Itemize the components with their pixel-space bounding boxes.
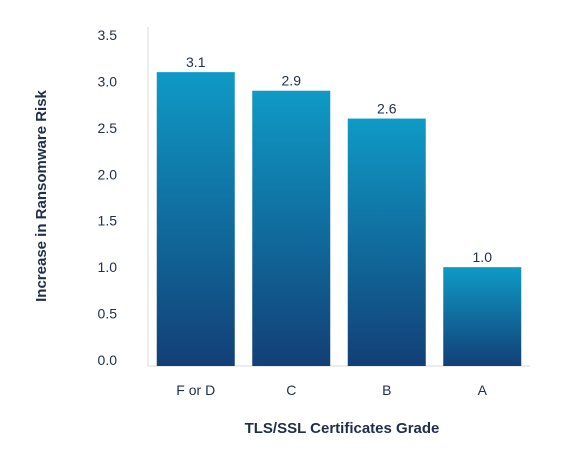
y-tick-label: 2.5 [98, 120, 118, 136]
bar-value-label: 1.0 [473, 249, 493, 265]
bar-value-label: 2.6 [377, 101, 397, 117]
data-labels: 3.1 2.9 2.6 1.0 [186, 54, 492, 265]
bar [156, 72, 235, 367]
y-tick-label: 1.0 [98, 259, 118, 275]
x-tick-label: C [286, 382, 296, 398]
bar [347, 118, 426, 366]
y-tick-label: 0.0 [98, 352, 118, 368]
y-tick-labels: 0.0 0.5 1.0 1.5 2.0 2.5 3.0 3.5 [98, 27, 118, 368]
bars-group [156, 72, 522, 367]
bar-value-label: 2.9 [282, 73, 302, 89]
bar [443, 267, 522, 366]
y-tick-label: 3.5 [98, 27, 118, 43]
y-tick-label: 3.0 [98, 73, 118, 89]
bar [252, 90, 331, 366]
y-tick-label: 1.5 [98, 213, 118, 229]
bar-value-label: 3.1 [186, 54, 206, 70]
x-tick-label: A [478, 382, 488, 398]
x-tick-label: B [382, 382, 391, 398]
x-tick-label: F or D [176, 382, 215, 398]
y-tick-label: 0.5 [98, 306, 118, 322]
y-axis-title: Increase in Ransomware Risk [33, 89, 50, 301]
x-axis-title: TLS/SSL Certificates Grade [245, 420, 440, 437]
x-tick-labels: F or D C B A [176, 382, 487, 398]
y-tick-label: 2.0 [98, 166, 118, 182]
